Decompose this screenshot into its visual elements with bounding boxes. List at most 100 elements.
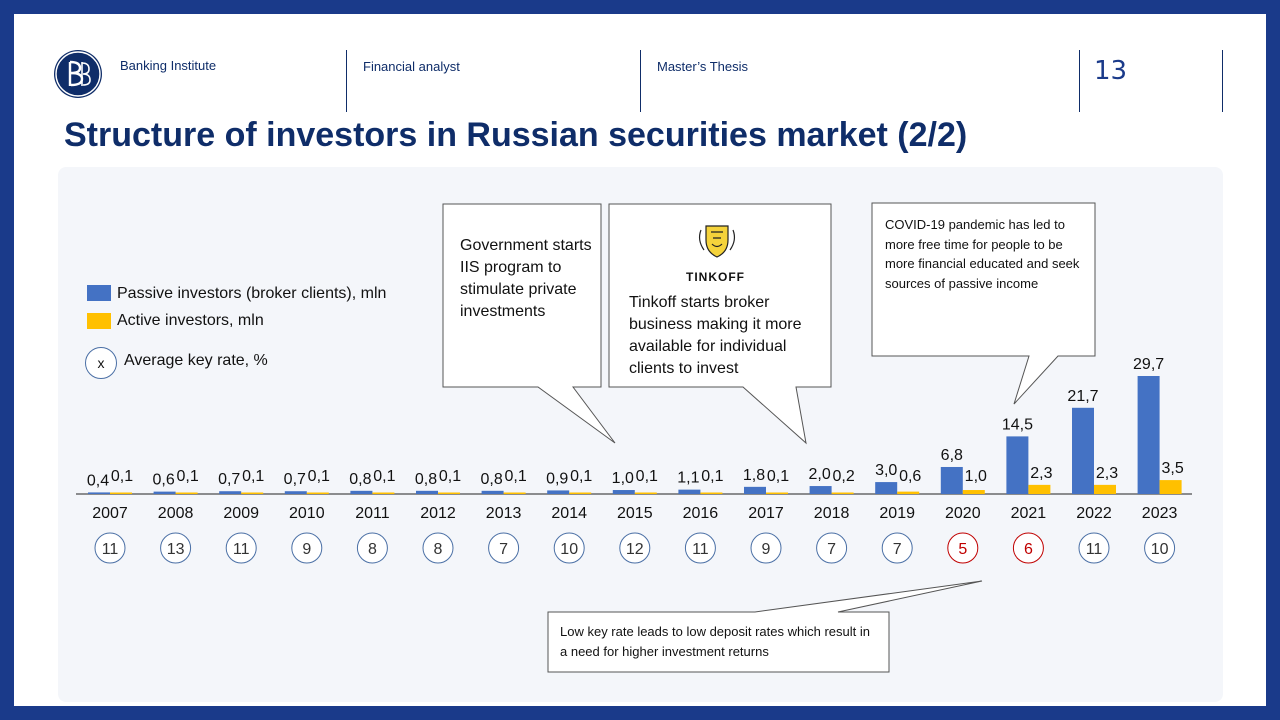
bar-active-2009 bbox=[241, 492, 264, 494]
key-rate-value-2020: 5 bbox=[958, 541, 967, 558]
key-rate-marker-2019 bbox=[881, 532, 913, 564]
bar-active-2020 bbox=[962, 490, 985, 494]
label-passive-2018: 2,0 bbox=[808, 466, 830, 483]
bar-passive-2013 bbox=[481, 490, 504, 494]
key-rate-marker-2014 bbox=[553, 532, 585, 564]
bar-active-2017 bbox=[766, 492, 788, 494]
key-rate-value-2011: 8 bbox=[368, 541, 377, 558]
label-passive-2010: 0,7 bbox=[284, 471, 306, 488]
key-rate-marker-2018 bbox=[816, 532, 848, 564]
key-rate-value-2023: 10 bbox=[1151, 541, 1169, 558]
tick-label-2017: 2017 bbox=[748, 505, 784, 522]
key-rate-value-2007: 11 bbox=[102, 541, 119, 558]
tick-label-2018: 2018 bbox=[814, 505, 850, 522]
callout-tinkoff-text: Tinkoff starts broker business making it… bbox=[629, 294, 802, 377]
callout-iis-box bbox=[442, 203, 616, 444]
tick-label-2008: 2008 bbox=[158, 505, 194, 522]
tick-label-2010: 2010 bbox=[289, 505, 325, 522]
bar-active-2007 bbox=[110, 492, 132, 494]
tick-label-2015: 2015 bbox=[617, 505, 653, 522]
legend-rate-marker: x bbox=[85, 347, 117, 379]
tick-label-2011: 2011 bbox=[355, 505, 390, 522]
bar-passive-2022 bbox=[1072, 407, 1094, 494]
legend-active-swatch bbox=[87, 313, 111, 329]
legend-passive-label: Passive investors (broker clients), mln bbox=[117, 285, 387, 302]
bar-active-2018 bbox=[831, 492, 854, 494]
bar-passive-2017 bbox=[744, 486, 766, 494]
page-number: 13 bbox=[1094, 56, 1128, 86]
header-work-type: Master’s Thesis bbox=[657, 59, 749, 74]
header-divider bbox=[346, 50, 347, 112]
label-passive-2015: 1,0 bbox=[612, 470, 634, 487]
label-active-2023: 3,5 bbox=[1161, 460, 1183, 477]
tick-label-2020: 2020 bbox=[945, 505, 981, 522]
bar-passive-2008 bbox=[153, 491, 176, 494]
label-passive-2021: 14,5 bbox=[1002, 416, 1033, 433]
key-rate-marker-2016 bbox=[684, 532, 716, 564]
label-active-2011: 0,1 bbox=[373, 468, 395, 485]
key-rate-marker-2011 bbox=[356, 532, 388, 564]
label-active-2022: 2,3 bbox=[1096, 465, 1118, 482]
label-passive-2020: 6,8 bbox=[941, 447, 963, 464]
key-rate-marker-2023 bbox=[1144, 532, 1176, 564]
key-rate-value-2010: 9 bbox=[302, 541, 311, 558]
label-active-2007: 0,1 bbox=[111, 468, 133, 485]
key-rate-marker-2017 bbox=[750, 532, 782, 564]
key-rate-value-2015: 12 bbox=[626, 541, 644, 558]
label-active-2015: 0,1 bbox=[636, 468, 658, 485]
label-passive-2009: 0,7 bbox=[218, 471, 240, 488]
label-active-2019: 0,6 bbox=[899, 468, 921, 485]
tick-label-2022: 2022 bbox=[1076, 505, 1112, 522]
bar-active-2013 bbox=[503, 492, 526, 494]
label-passive-2012: 0,8 bbox=[415, 471, 437, 488]
bar-active-2019 bbox=[897, 491, 920, 494]
key-rate-marker-2013 bbox=[488, 532, 520, 564]
label-passive-2017: 1,8 bbox=[743, 467, 765, 484]
bar-passive-2023 bbox=[1137, 376, 1160, 494]
label-active-2013: 0,1 bbox=[504, 468, 526, 485]
tick-label-2009: 2009 bbox=[223, 505, 259, 522]
header-divider bbox=[1079, 50, 1080, 112]
key-rate-value-2017: 9 bbox=[762, 541, 771, 558]
label-passive-2008: 0,6 bbox=[152, 472, 174, 489]
bar-passive-2009 bbox=[219, 491, 242, 494]
label-active-2017: 0,1 bbox=[767, 468, 789, 485]
tick-label-2013: 2013 bbox=[486, 505, 522, 522]
key-rate-value-2022: 11 bbox=[1086, 541, 1103, 558]
key-rate-marker-2008 bbox=[160, 532, 192, 564]
slide-title: Structure of investors in Russian securi… bbox=[64, 116, 968, 154]
bar-passive-2020 bbox=[940, 466, 963, 494]
bar-active-2021 bbox=[1028, 484, 1051, 494]
label-active-2021: 2,3 bbox=[1030, 465, 1052, 482]
tick-label-2016: 2016 bbox=[683, 505, 719, 522]
key-rate-marker-2021 bbox=[1012, 532, 1044, 564]
label-passive-2019: 3,0 bbox=[875, 462, 897, 479]
header-institute: Banking Institute bbox=[120, 58, 217, 73]
tick-label-2021: 2021 bbox=[1011, 505, 1047, 522]
bar-passive-2015 bbox=[612, 490, 635, 494]
label-active-2014: 0,1 bbox=[570, 468, 592, 485]
bar-active-2012 bbox=[438, 492, 460, 494]
bar-passive-2011 bbox=[350, 490, 373, 494]
bar-passive-2016 bbox=[678, 489, 701, 494]
label-active-2018: 0,2 bbox=[832, 468, 854, 485]
callout-key-rate-text: Low key rate leads to low deposit rates … bbox=[560, 624, 870, 659]
tinkoff-logo-text: TINKOFF bbox=[686, 270, 745, 284]
label-passive-2023: 29,7 bbox=[1133, 356, 1164, 373]
legend-active-label: Active investors, mln bbox=[117, 312, 264, 329]
label-active-2016: 0,1 bbox=[701, 468, 723, 485]
callout-iis-text: Government starts IIS program to stimula… bbox=[460, 237, 592, 320]
tick-label-2019: 2019 bbox=[879, 505, 915, 522]
label-active-2020: 1,0 bbox=[965, 468, 987, 485]
callout-covid-text: COVID-19 pandemic has led to more free t… bbox=[885, 217, 1080, 291]
header-program: Financial analyst bbox=[363, 59, 460, 74]
key-rate-marker-2009 bbox=[225, 532, 257, 564]
bar-active-2008 bbox=[175, 492, 198, 494]
key-rate-marker-2010 bbox=[291, 532, 323, 564]
key-rate-marker-2022 bbox=[1078, 532, 1110, 564]
bar-active-2015 bbox=[634, 492, 657, 494]
legend-rate-label: Average key rate, % bbox=[124, 352, 268, 369]
tick-label-2014: 2014 bbox=[551, 505, 587, 522]
callout-key-rate-box bbox=[547, 580, 983, 673]
